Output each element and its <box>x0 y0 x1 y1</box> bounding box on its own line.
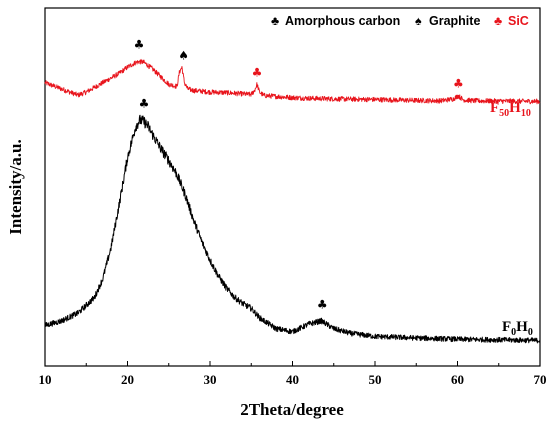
legend-label-sic: SiC <box>508 14 529 28</box>
x-axis-label: 2Theta/degree <box>240 400 344 419</box>
series-label-f50h10-sub2: 10 <box>521 108 531 119</box>
legend: ♣ Amorphous carbon ♠ Graphite ♣ SiC <box>271 14 529 28</box>
legend-symbol-sic: ♣ <box>494 14 502 28</box>
legend-symbol-graphite: ♠ <box>415 14 422 28</box>
peak-marker: ♠ <box>178 48 189 62</box>
series-label-f0h0-sub1: 0 <box>511 327 516 338</box>
peak-marker: ♣ <box>134 37 145 51</box>
series-label-f50h10: F50H10 <box>490 100 531 119</box>
tick-layer: 10 20 30 40 50 60 70 <box>39 361 547 387</box>
x-tick-label: 30 <box>204 372 217 387</box>
y-axis-label: Intensity/a.u. <box>6 139 25 234</box>
plot-frame <box>44 7 541 367</box>
series-label-f50h10-sub1: 50 <box>499 108 509 119</box>
x-tick-label: 40 <box>286 372 299 387</box>
x-tick-label: 60 <box>451 372 464 387</box>
peak-marker: ♣ <box>139 97 150 111</box>
series-line-f50h10 <box>44 58 541 105</box>
annotation-layer: ♣ ♠ ♣ ♣ ♣ ♣ <box>134 37 464 311</box>
x-tick-label: 20 <box>121 372 134 387</box>
x-tick-label: 70 <box>534 372 547 387</box>
legend-label-amorphous: Amorphous carbon <box>285 14 400 28</box>
x-tick-label: 50 <box>369 372 382 387</box>
series-line-f0h0 <box>44 114 541 344</box>
x-tick-label: 10 <box>39 372 52 387</box>
peak-marker: ♣ <box>317 297 328 311</box>
series-label-f0h0: F0H0 <box>502 319 533 338</box>
series-layer <box>44 58 541 344</box>
series-label-f50h10-mid: H <box>509 100 521 116</box>
legend-label-graphite: Graphite <box>429 14 480 28</box>
peak-marker: ♣ <box>453 76 464 90</box>
legend-symbol-amorphous: ♣ <box>271 14 279 28</box>
series-label-f50h10-main: F <box>490 100 499 116</box>
series-label-f0h0-sub2: 0 <box>528 327 533 338</box>
series-label-f0h0-main: F <box>502 319 511 335</box>
series-label-f0h0-mid: H <box>516 319 528 335</box>
peak-marker: ♣ <box>252 65 263 79</box>
